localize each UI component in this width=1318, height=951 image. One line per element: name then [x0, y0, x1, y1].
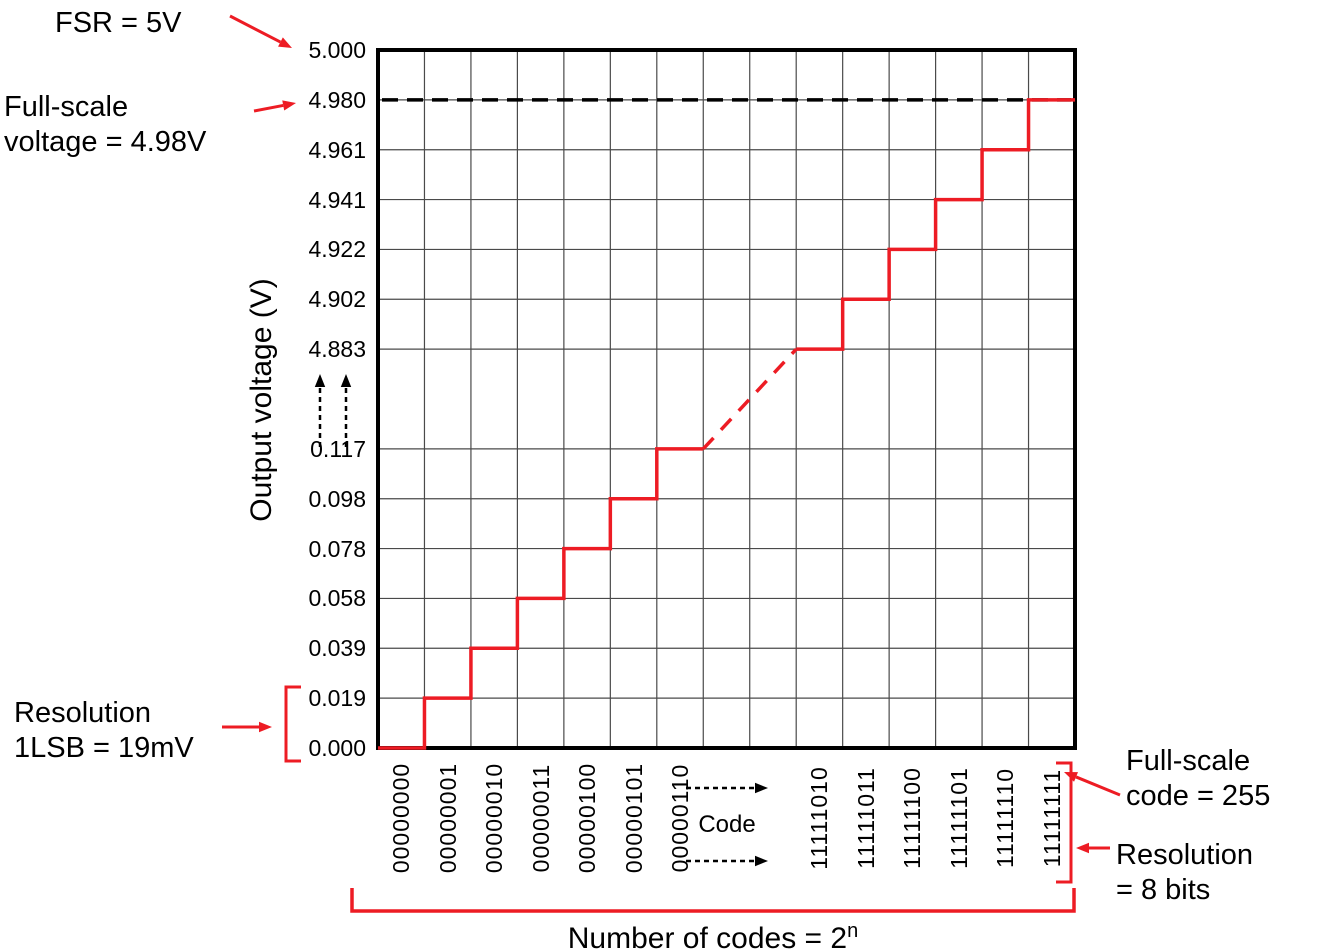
full-scale-code-line1: Full-scale	[1126, 745, 1251, 777]
y-tick-label: 0.058	[308, 585, 366, 612]
y-tick-label: 0.039	[308, 635, 366, 662]
x-tick-label: 11111110	[992, 767, 1019, 869]
x-tick-label: 00000110	[667, 763, 694, 873]
x-tick-label: 11111010	[806, 766, 833, 870]
resolution-lsb-line1: Resolution	[14, 697, 152, 729]
fsr-arrow	[229, 14, 282, 44]
y-tick-label: 4.961	[308, 136, 366, 163]
resolution-bits-annotation: Resolution = 8 bits	[1116, 838, 1253, 908]
number-of-codes-exponent: n	[847, 920, 859, 942]
full-scale-voltage-arrow-head	[282, 100, 296, 111]
y-axis-break-arrow-head	[314, 374, 326, 387]
y-tick-label: 4.941	[308, 186, 366, 213]
y-tick-label: 0.078	[308, 535, 366, 562]
staircase-lower-trace	[378, 447, 704, 750]
y-tick-label: 4.980	[308, 86, 366, 113]
fsr-arrow-head	[278, 37, 292, 48]
full-scale-voltage-annotation: Full-scale voltage = 4.98V	[4, 90, 206, 160]
resolution-lsb-line2: 1LSB = 19mV	[14, 732, 194, 764]
y-axis-break-arrow-head	[340, 374, 352, 387]
full-scale-code-annotation: Full-scale code = 255	[1126, 744, 1270, 814]
y-tick-label: 0.000	[308, 735, 366, 761]
y-tick-label: 5.000	[308, 37, 366, 63]
y-tick-label: 0.019	[308, 685, 366, 712]
x-tick-label: 00000100	[574, 762, 601, 874]
full-scale-voltage-line2: voltage = 4.98V	[4, 126, 207, 158]
y-tick-label: 0.098	[308, 485, 366, 512]
resolution-bits-arrow-head	[1076, 842, 1089, 854]
x-axis-break-arrow-head	[755, 782, 768, 794]
x-tick-label: 00000010	[481, 762, 508, 874]
x-tick-label: 00000001	[434, 762, 461, 874]
full-scale-voltage-line1: Full-scale	[4, 91, 129, 123]
resolution-lsb-annotation: Resolution 1LSB = 19mV	[14, 696, 194, 766]
staircase-break-diagonal	[701, 347, 798, 451]
full-scale-voltage-arrow	[253, 103, 284, 113]
y-tick-label: 4.883	[308, 336, 366, 363]
y-tick-label: 4.902	[308, 286, 366, 313]
number-of-codes-text: Number of codes = 2	[567, 922, 848, 951]
x-tick-label: 11111011	[852, 767, 879, 869]
resolution-bits-line2: = 8 bits	[1116, 874, 1211, 906]
fsr-annotation: FSR = 5V	[55, 7, 182, 39]
resolution-bits-line1: Resolution	[1116, 839, 1254, 871]
number-of-codes-annotation: Number of codes = 2n	[363, 914, 1063, 951]
code-gap-label: Code	[698, 811, 756, 838]
x-axis-break-arrow-head	[755, 855, 768, 867]
number-of-codes-bracket	[350, 888, 1076, 913]
y-tick-label: 4.922	[308, 236, 366, 263]
y-tick-label: 0.117	[310, 435, 366, 462]
x-tick-label: 11111111	[1038, 768, 1065, 868]
lsb-bracket	[284, 685, 301, 763]
full-scale-code-line2: code = 255	[1126, 780, 1271, 812]
resolution-lsb-arrow-head	[259, 721, 272, 733]
x-tick-label: 11111100	[899, 767, 926, 869]
x-tick-label: 00000011	[527, 763, 554, 873]
x-tick-label: 00000101	[620, 762, 647, 874]
full-scale-code-bracket	[1056, 761, 1073, 884]
plot-border	[376, 48, 1077, 750]
x-tick-label: 11111101	[945, 767, 972, 869]
staircase-upper-trace	[796, 98, 1075, 351]
x-tick-label: 00000000	[388, 762, 415, 874]
full-scale-code-arrow	[1075, 775, 1121, 797]
